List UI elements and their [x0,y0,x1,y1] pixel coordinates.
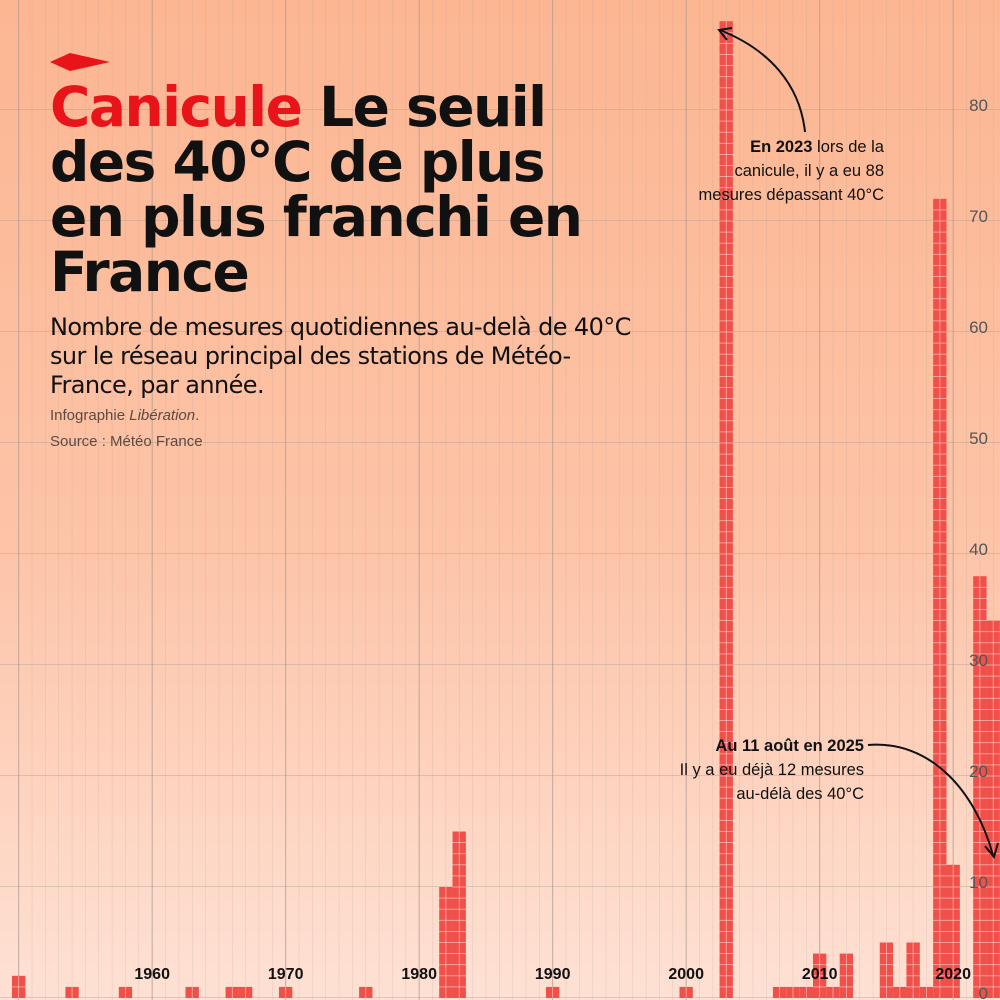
y-tick-label: 80 [969,96,988,115]
y-tick-label: 50 [969,429,988,448]
credit-outlet: Libération [129,407,196,424]
annotation-2023: En 2023 lors de la canicule, il y a eu 8… [690,135,884,207]
annotation-2023-bold: En 2023 [750,138,813,156]
credit: Infographie Libération. [50,407,199,424]
y-tick-label: 0 [979,984,988,1000]
title-text: Le seuil des 40°C de plus en plus franch… [50,75,583,304]
credit-prefix: Infographie [50,407,130,424]
y-axis-ticks: 0 10 20 30 40 50 60 70 80 [969,96,988,1000]
y-tick-label: 40 [969,540,988,559]
x-tick-label: 2020 [935,966,971,983]
bar-cells [12,21,1000,998]
annotation-2025-bold: Au 11 août en 2025 [715,737,864,755]
x-tick-label: 1980 [401,966,437,983]
source: Source : Météo France [50,433,203,450]
annotation-2025: Au 11 août en 2025 Il y a eu déjà 12 mesu… [590,734,864,806]
annotation-2025-line2: au-délà des 40°C [736,785,864,803]
x-tick-label: 1990 [535,966,571,983]
y-tick-label: 20 [969,762,988,781]
y-tick-label: 30 [969,651,988,670]
arrow-2023-head [717,27,733,41]
x-tick-label: 2010 [802,966,838,983]
annotation-2023-text: lors de la canicule, il y a eu 88 mesure… [698,138,884,204]
subtitle: Nombre de mesures quotidiennes au-delà d… [50,313,631,399]
arrow-2023 [719,29,806,133]
x-tick-label: 1960 [134,966,170,983]
y-tick-label: 70 [969,207,988,226]
liberation-logo-icon [50,53,110,71]
annotation-2025-line1: Il y a eu déjà 12 mesures [679,761,864,779]
credit-suffix: . [195,407,200,424]
y-tick-label: 60 [969,318,988,337]
title-keyword: Canicule [50,75,303,139]
x-axis-ticks: 1960 1970 1980 1990 2000 2010 2020 [134,966,971,983]
arrow-2025-head [984,842,999,860]
x-tick-label: 1970 [268,966,304,983]
arrow-2025 [867,743,994,856]
page-title: Canicule Le seuil des 40°C de plus en pl… [50,80,610,300]
y-tick-label: 10 [969,873,988,892]
x-tick-label: 2000 [668,966,704,983]
